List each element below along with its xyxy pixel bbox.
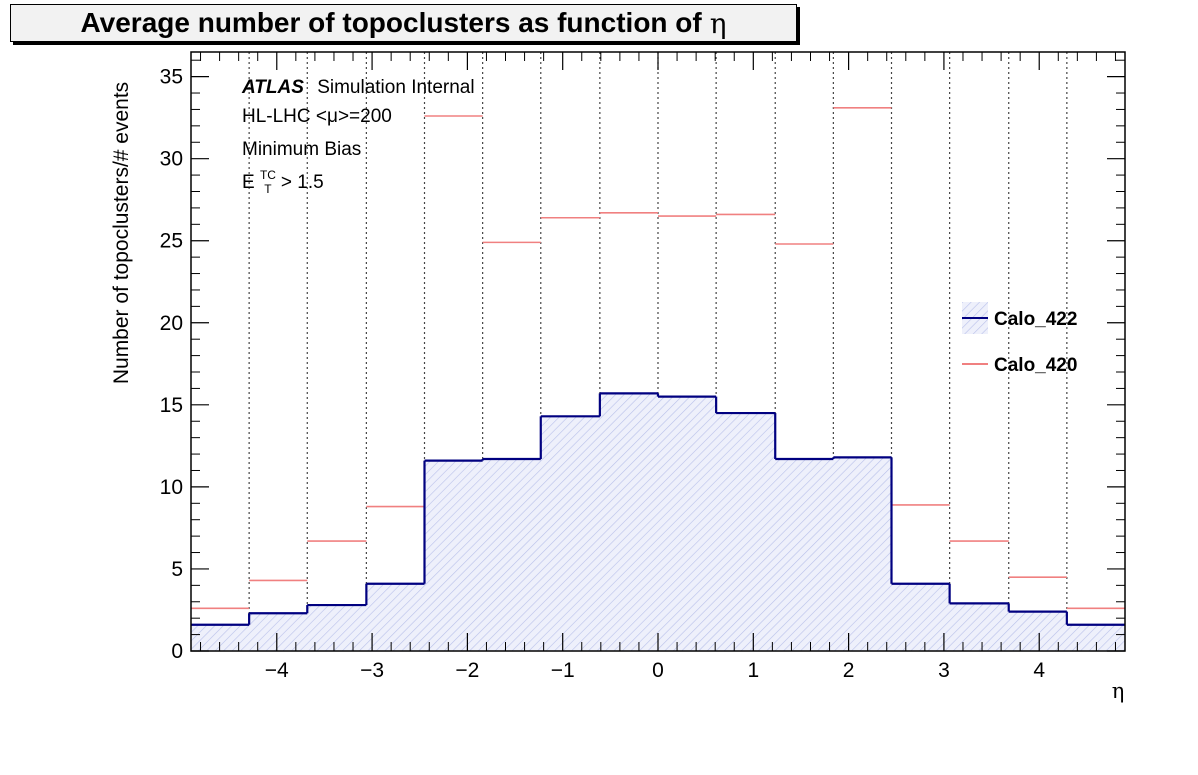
y-tick-label: 15 <box>160 394 183 417</box>
chart-title: Average number of topoclusters as functi… <box>80 7 702 38</box>
annotation-block: ATLAS Simulation Internal HL-LHC <μ>=200… <box>241 77 475 198</box>
annotation-mu: HL-LHC <μ>=200 <box>242 106 392 127</box>
calo-422-area <box>191 393 1125 651</box>
svg-text:ATLAS Simulation Interna: ATLAS Simulation Internal <box>241 77 475 98</box>
legend: Calo_422 Calo_420 <box>962 302 1077 376</box>
y-tick-label: 5 <box>171 558 183 581</box>
y-tick-label: 35 <box>160 66 183 89</box>
y-tick-label: 10 <box>160 476 183 499</box>
x-tick-label: 2 <box>843 659 855 682</box>
calo-420-series <box>191 106 1125 610</box>
y-tick-label: 0 <box>171 640 183 663</box>
legend-label-calo-420: Calo_420 <box>994 355 1077 376</box>
annotation-min-bias: Minimum Bias <box>242 139 361 160</box>
x-tick-label: 1 <box>747 659 759 682</box>
x-tick-label: −3 <box>360 659 384 682</box>
et-sup: TC <box>260 168 276 182</box>
chart-title-box: Average number of topoclusters as functi… <box>10 4 797 42</box>
y-tick-label: 25 <box>160 230 183 253</box>
axis-layer: 0 5 10 15 20 25 30 35 −4 −3 −2 −1 0 1 2 3 4 <box>160 52 1125 682</box>
calo-422-series <box>191 392 1125 626</box>
x-tick-label: −1 <box>551 659 575 682</box>
calo-422-fill <box>191 393 1125 651</box>
annotation-et-cut: E TC T > 1.5 <box>242 163 324 198</box>
x-tick-label: 4 <box>1033 659 1045 682</box>
et-symbol: E <box>242 172 255 193</box>
x-tick-label: 3 <box>938 659 950 682</box>
y-axis-label: Number of topoclusters/# events <box>110 82 133 384</box>
atlas-suffix: Simulation Internal <box>317 77 474 98</box>
et-sub: T <box>264 182 272 196</box>
y-tick-label: 30 <box>160 148 183 171</box>
atlas-label: ATLAS <box>241 77 304 98</box>
y-tick-label: 20 <box>160 312 183 335</box>
x-axis-label: η <box>1112 679 1125 703</box>
legend-label-calo-422: Calo_422 <box>994 309 1077 330</box>
et-rest: > 1.5 <box>281 172 324 193</box>
x-tick-label: 0 <box>652 659 664 682</box>
x-tick-label: −4 <box>265 659 289 682</box>
x-tick-label: −2 <box>455 659 479 682</box>
chart-title-symbol: η <box>709 6 727 40</box>
